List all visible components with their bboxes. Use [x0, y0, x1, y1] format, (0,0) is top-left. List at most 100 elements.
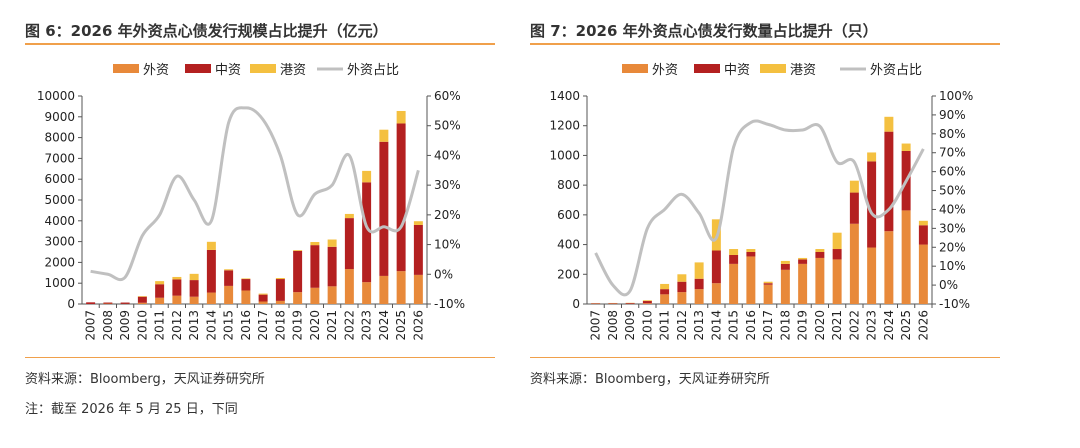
bar-chinese: [763, 283, 773, 285]
footnote: 注：截至 2026 年 5 月 25 日，下同: [25, 402, 238, 417]
x-tick-label: 2010: [135, 310, 149, 341]
bar-foreign: [901, 210, 911, 304]
bar-chinese: [918, 225, 928, 245]
x-tick-label: 2014: [709, 310, 723, 341]
source-text: 资料来源：Bloomberg，天风证券研究所: [25, 372, 265, 387]
x-tick-label: 2022: [847, 310, 861, 341]
y-tick-label-right: 70%: [939, 146, 966, 160]
y-tick-label-left: 7000: [44, 151, 75, 165]
bar-chinese: [396, 123, 406, 272]
legend-label: 中资: [215, 63, 241, 78]
legend-swatch: [185, 64, 211, 73]
bar-hk: [901, 143, 911, 151]
y-tick-label-left: 0: [67, 297, 75, 311]
bar-chinese: [625, 303, 635, 304]
y-tick-label-left: 8000: [44, 131, 75, 145]
legend-label: 外资: [143, 63, 169, 78]
legend-label: 港资: [790, 63, 816, 78]
chart-scale: 外资 中资 港资 外资占比 0 1000 2000 3000 4000 5000 6000 7000 8…: [37, 63, 465, 341]
bar-foreign: [275, 300, 285, 304]
bar-chinese: [224, 270, 234, 286]
y-tick-label-right: 100%: [939, 89, 973, 103]
x-tick-label: 2026: [916, 310, 930, 341]
bar-hk: [677, 274, 687, 282]
bar-hk: [224, 269, 234, 271]
y-tick-label-left: 2000: [44, 255, 75, 269]
y-tick-label-left: 200: [557, 267, 580, 281]
y-tick-label-left: 0: [572, 297, 580, 311]
bar-hk: [694, 262, 704, 279]
bar-hk: [832, 232, 842, 250]
x-tick-label: 2017: [256, 310, 270, 341]
bar-hk: [884, 116, 894, 132]
bar-chinese: [694, 278, 704, 290]
bar-hk: [763, 281, 773, 284]
y-tick-label-right: 40%: [939, 202, 966, 216]
legend-swatch: [694, 64, 720, 73]
y-tick-label-right: 80%: [939, 127, 966, 141]
y-tick-label-right: -10%: [939, 297, 970, 311]
bar-hk: [362, 170, 372, 183]
y-tick-label-right: 50%: [434, 119, 461, 133]
bar-chinese: [849, 192, 859, 224]
bar-hk: [849, 180, 859, 193]
x-tick-label: 2016: [744, 310, 758, 341]
bar-chinese: [379, 141, 389, 276]
x-tick-label: 2013: [187, 310, 201, 341]
bar-chinese: [746, 252, 756, 257]
bar-foreign: [413, 274, 423, 304]
bar-foreign: [711, 283, 721, 304]
bar-hk: [815, 249, 825, 252]
y-tick-label-right: 30%: [939, 221, 966, 235]
y-tick-label-left: 600: [557, 208, 580, 222]
bar-hk: [137, 296, 147, 297]
bar-hk: [344, 213, 354, 219]
y-tick-label-right: 20%: [939, 240, 966, 254]
bar-chinese: [258, 294, 268, 302]
bar-chinese: [155, 284, 165, 298]
bar-chinese: [884, 131, 894, 232]
y-tick-label-right: -10%: [434, 297, 465, 311]
bar-chinese: [293, 250, 303, 293]
bar-foreign: [746, 256, 756, 304]
bar-hk: [206, 241, 216, 250]
y-tick-label-right: 0%: [939, 278, 958, 292]
bar-chinese: [608, 303, 618, 304]
bar-hk: [155, 281, 165, 285]
y-tick-label-left: 6000: [44, 172, 75, 186]
figure-title: 图 6：2026 年外资点心债发行规模占比提升（亿元）: [25, 22, 388, 40]
bar-hk: [396, 110, 406, 124]
bar-foreign: [867, 247, 877, 304]
bar-foreign: [327, 286, 337, 304]
bar-foreign: [763, 284, 773, 304]
bar-chinese: [711, 250, 721, 284]
y-tick-label-left: 1000: [44, 276, 75, 290]
bar-chinese: [86, 302, 96, 304]
bar-hk: [798, 257, 808, 260]
bar-foreign: [137, 302, 147, 304]
y-tick-label-left: 1400: [549, 89, 580, 103]
bar-foreign: [379, 275, 389, 304]
figure-title: 图 7：2026 年外资点心债发行数量占比提升（只）: [530, 22, 878, 40]
bar-chinese: [327, 246, 337, 287]
y-tick-label-left: 800: [557, 178, 580, 192]
bar-foreign: [172, 295, 182, 304]
x-tick-label: 2011: [658, 310, 672, 341]
x-tick-label: 2009: [623, 310, 637, 341]
bar-foreign: [849, 223, 859, 304]
y-tick-label-right: 90%: [939, 108, 966, 122]
bar-hk: [642, 300, 652, 302]
bar-foreign: [884, 231, 894, 304]
bar-chinese: [832, 249, 842, 260]
x-tick-label: 2008: [606, 310, 620, 341]
legend-swatch: [622, 64, 648, 73]
y-tick-label-right: 50%: [939, 184, 966, 198]
legend: 外资 中资 港资 外资占比: [113, 63, 399, 78]
bar-chinese: [241, 279, 251, 291]
bar-foreign: [396, 271, 406, 304]
x-tick-label: 2008: [101, 310, 115, 341]
bar-foreign: [815, 257, 825, 304]
chart-panel-count: 图 7：2026 年外资点心债发行数量占比提升（只） 外资 中资 港资 外资占比 0 20…: [530, 0, 1000, 392]
x-tick-label: 2012: [170, 310, 184, 341]
bar-chinese: [189, 280, 199, 297]
